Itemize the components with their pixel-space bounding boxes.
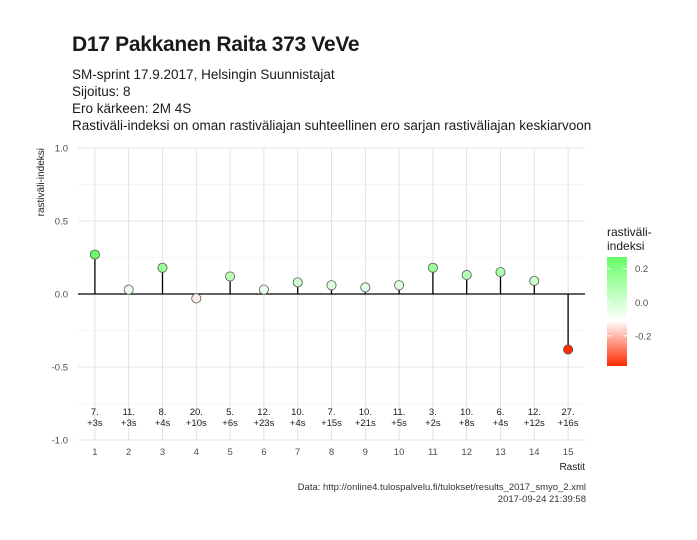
control-rank-label: 7. [91,407,99,418]
data-point [123,284,134,295]
data-point [89,249,100,260]
x-tick-label: 8 [329,447,334,458]
data-point [258,284,269,295]
subtitle-line-event: SM-sprint 17.9.2017, Helsingin Suunnista… [72,67,335,82]
control-diff-label: +16s [558,418,579,429]
control-diff-label: +6s [222,418,238,429]
caption-source: Data: http://online4.tulospalvelu.fi/tul… [297,482,586,493]
x-axis-title: Rastit [559,462,585,473]
legend: rastiväli-indeksi 0.2 0.0 -0.2 [607,225,652,366]
caption-timestamp: 2017-09-24 21:39:58 [497,494,586,505]
y-tick-label: 1.0 [55,144,68,155]
legend-title-line: indeksi [607,239,644,253]
control-rank-label: 11. [393,407,406,418]
control-rank-label: 27. [561,407,574,418]
x-tick-label: 6 [261,447,266,458]
control-diff-label: +3s [121,418,137,429]
control-rank-label: 5. [226,407,234,418]
legend-title-line: rastiväli- [607,225,652,239]
x-tick-label: 5 [227,447,232,458]
y-tick-label: 0.0 [55,290,68,301]
x-tick-label: 13 [495,447,506,458]
control-rank-label: 10. [359,407,372,418]
x-tick-label: 12 [461,447,472,458]
y-tick-label: -0.5 [52,363,68,374]
x-tick-label: 11 [428,447,438,458]
control-diff-label: +5s [391,418,407,429]
control-labels: 7.+3s11.+3s8.+4s20.+10s5.+6s12.+23s10.+4… [87,407,579,429]
legend-colorbar [607,257,627,366]
control-rank-label: 8. [159,407,167,418]
control-diff-label: +4s [290,418,306,429]
control-diff-label: +8s [459,418,475,429]
x-tick-label: 3 [160,447,165,458]
control-rank-label: 10. [460,407,473,418]
chart-caption: Data: http://online4.tulospalvelu.fi/tul… [298,482,586,506]
data-point [461,270,472,281]
control-rank-label: 20. [190,407,203,418]
data-point [427,262,438,273]
control-diff-label: +21s [355,418,376,429]
data-point [529,275,540,286]
data-point [394,280,405,291]
control-diff-label: +4s [493,418,509,429]
data-point [360,282,371,293]
x-tick-label: 1 [92,447,97,458]
y-tick-label: -1.0 [52,436,68,447]
data-point [157,262,168,273]
control-diff-label: +3s [87,418,103,429]
x-tick-label: 2 [126,447,131,458]
data-point [495,267,506,278]
data-marks [78,249,585,355]
x-tick-label: 4 [194,447,199,458]
x-tick-label: 15 [563,447,574,458]
control-rank-label: 12. [528,407,541,418]
control-diff-label: +2s [425,418,441,429]
control-diff-label: +23s [253,418,274,429]
subtitle-line-description: Rastiväli-indeksi on oman rastiväliajan … [72,118,592,133]
chart-subtitle: SM-sprint 17.9.2017, Helsingin Suunnista… [72,66,591,134]
x-tick-label: 14 [529,447,540,458]
control-rank-label: 11. [122,407,135,418]
control-rank-label: 12. [257,407,270,418]
x-tick-label: 9 [363,447,368,458]
control-diff-label: +10s [186,418,207,429]
control-diff-label: +15s [321,418,342,429]
data-point [326,280,337,291]
control-rank-label: 3. [429,407,437,418]
control-diff-label: +12s [524,418,545,429]
data-point [191,293,202,304]
subtitle-line-placement: Sijoitus: 8 [72,84,131,99]
axes: 1.00.50.0-0.5-1.01 2 3 4 5 6 7 8 9 10 11 12 13 14 15Ra… [36,144,585,474]
data-point [292,277,303,288]
chart-title: D17 Pakkanen Raita 373 VeVe [72,33,360,56]
control-rank-label: 10. [291,407,304,418]
data-point [563,344,574,355]
subtitle-line-gap: Ero kärkeen: 2M 4S [72,101,192,116]
y-tick-label: 0.5 [55,217,68,228]
y-axis-title: rastiväli-indeksi [36,148,47,216]
x-tick-label: 7 [295,447,300,458]
legend-tick-label: 0.0 [635,298,648,309]
x-tick-label: 10 [394,447,405,458]
control-diff-label: +4s [155,418,171,429]
data-point [225,271,236,282]
legend-tick-label: 0.2 [635,264,648,275]
control-rank-label: 7. [328,407,336,418]
legend-tick-label: -0.2 [635,331,651,342]
control-rank-label: 6. [497,407,505,418]
